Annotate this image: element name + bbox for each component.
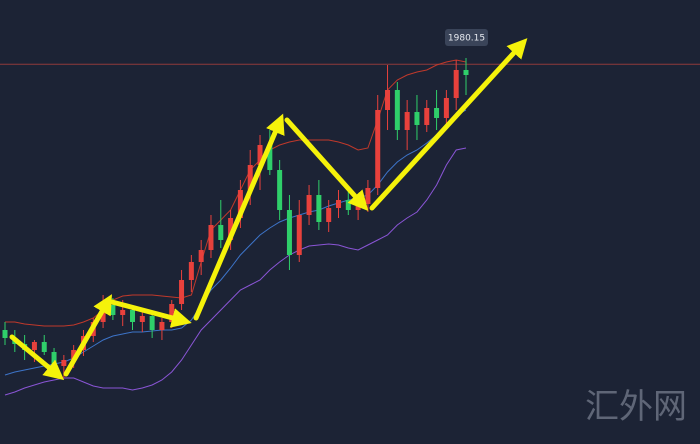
candle-body bbox=[306, 195, 312, 215]
candle-body bbox=[443, 98, 449, 118]
candle-body bbox=[188, 262, 194, 280]
candle-body bbox=[228, 218, 234, 240]
candle-body bbox=[179, 280, 185, 304]
band-line bbox=[5, 59, 467, 327]
candle-body bbox=[218, 225, 224, 240]
arrow bbox=[193, 113, 285, 321]
candle-body bbox=[375, 110, 381, 188]
price-label: 1980.15 bbox=[448, 34, 485, 44]
band-line bbox=[4, 147, 467, 396]
candle-body bbox=[51, 352, 57, 366]
candle-body bbox=[130, 310, 136, 322]
watermark: 汇外网 bbox=[585, 387, 687, 427]
candle-body bbox=[404, 112, 410, 130]
candle-body bbox=[208, 225, 214, 250]
candle-body bbox=[385, 90, 391, 110]
arrows bbox=[9, 38, 528, 381]
candle-body bbox=[31, 342, 37, 350]
candle-body bbox=[277, 170, 283, 210]
candle-body bbox=[247, 165, 253, 190]
candle-body bbox=[139, 316, 145, 322]
candle-body bbox=[414, 112, 420, 125]
arrow bbox=[284, 117, 369, 211]
candle-body bbox=[394, 90, 400, 130]
arrow bbox=[63, 294, 112, 377]
arrow bbox=[109, 299, 192, 328]
candle-body bbox=[159, 322, 165, 330]
candle-body bbox=[365, 188, 371, 204]
candle-body bbox=[2, 330, 8, 338]
candle-body bbox=[237, 190, 243, 218]
candle-body bbox=[463, 70, 469, 75]
candle-body bbox=[149, 316, 155, 330]
candle-body bbox=[120, 310, 126, 315]
candle-body bbox=[267, 145, 273, 170]
candle-body bbox=[434, 108, 440, 118]
candle-body bbox=[453, 70, 459, 98]
candle-body bbox=[296, 215, 302, 255]
band-line bbox=[4, 109, 467, 376]
candle-body bbox=[198, 250, 204, 262]
arrow bbox=[369, 38, 528, 211]
candle-body bbox=[71, 350, 77, 360]
arrow bbox=[9, 334, 65, 381]
candle-body bbox=[335, 200, 341, 208]
candle-body bbox=[41, 342, 47, 352]
candle-body bbox=[424, 108, 430, 125]
candle-body bbox=[316, 195, 322, 222]
candle-body bbox=[286, 210, 292, 255]
candle-body bbox=[345, 200, 351, 210]
price-label-box bbox=[445, 29, 488, 46]
candle-body bbox=[326, 208, 332, 222]
candle-body bbox=[110, 305, 116, 315]
candle-body bbox=[61, 360, 67, 366]
candle-body bbox=[257, 145, 263, 165]
